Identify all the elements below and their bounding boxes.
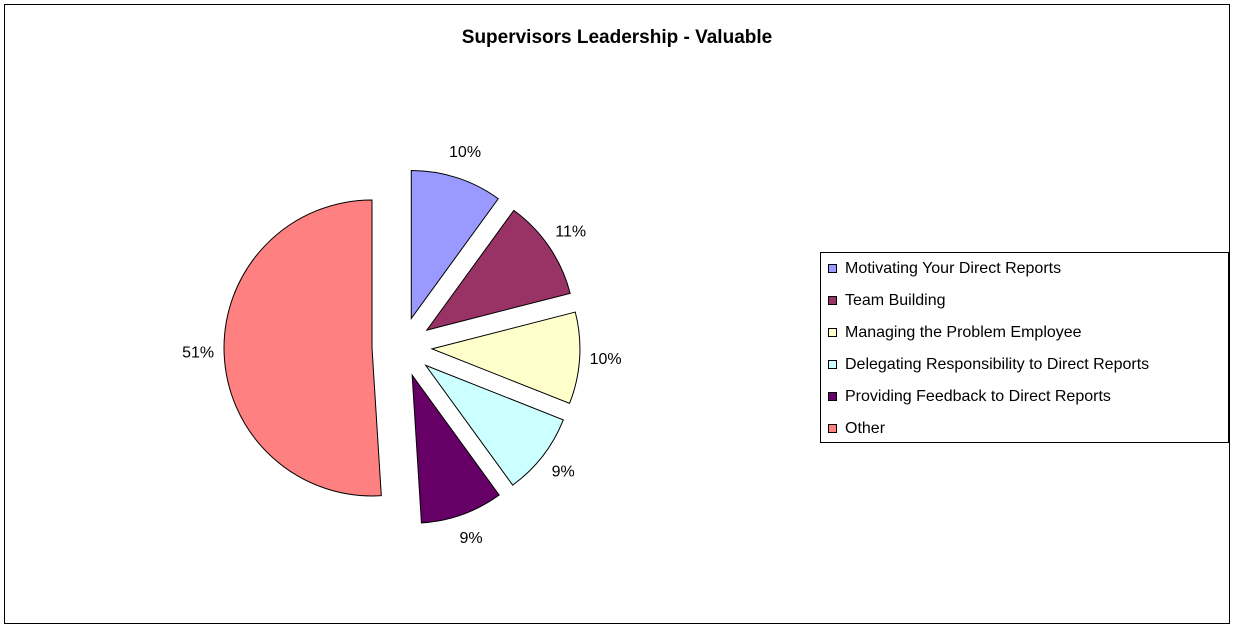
legend-swatch — [828, 264, 837, 273]
pie-slice — [425, 209, 571, 331]
legend-label: Providing Feedback to Direct Reports — [845, 388, 1111, 405]
data-label: 51% — [182, 345, 214, 362]
data-label: 10% — [449, 144, 481, 161]
pie-slice — [430, 311, 581, 405]
legend-label: Delegating Responsibility to Direct Repo… — [845, 356, 1149, 373]
legend-swatch — [828, 424, 837, 433]
data-label: 9% — [460, 530, 483, 547]
legend-swatch — [828, 328, 837, 337]
pie-slice — [410, 169, 499, 321]
legend-swatch — [828, 392, 837, 401]
data-label: 9% — [552, 463, 575, 480]
pie-slice — [223, 199, 382, 497]
legend-label: Other — [845, 420, 886, 437]
chart-title: Supervisors Leadership - Valuable — [462, 27, 772, 48]
pie-slice — [424, 364, 564, 486]
data-label: 11% — [555, 224, 586, 241]
legend-swatch — [828, 296, 837, 305]
legend-label: Managing the Problem Employee — [845, 324, 1082, 341]
pie-slice — [411, 373, 500, 524]
legend-label: Team Building — [845, 292, 946, 309]
data-label: 10% — [590, 351, 622, 368]
legend-swatch — [828, 360, 837, 369]
legend-label: Motivating Your Direct Reports — [845, 260, 1061, 277]
legend-box — [820, 252, 1229, 443]
